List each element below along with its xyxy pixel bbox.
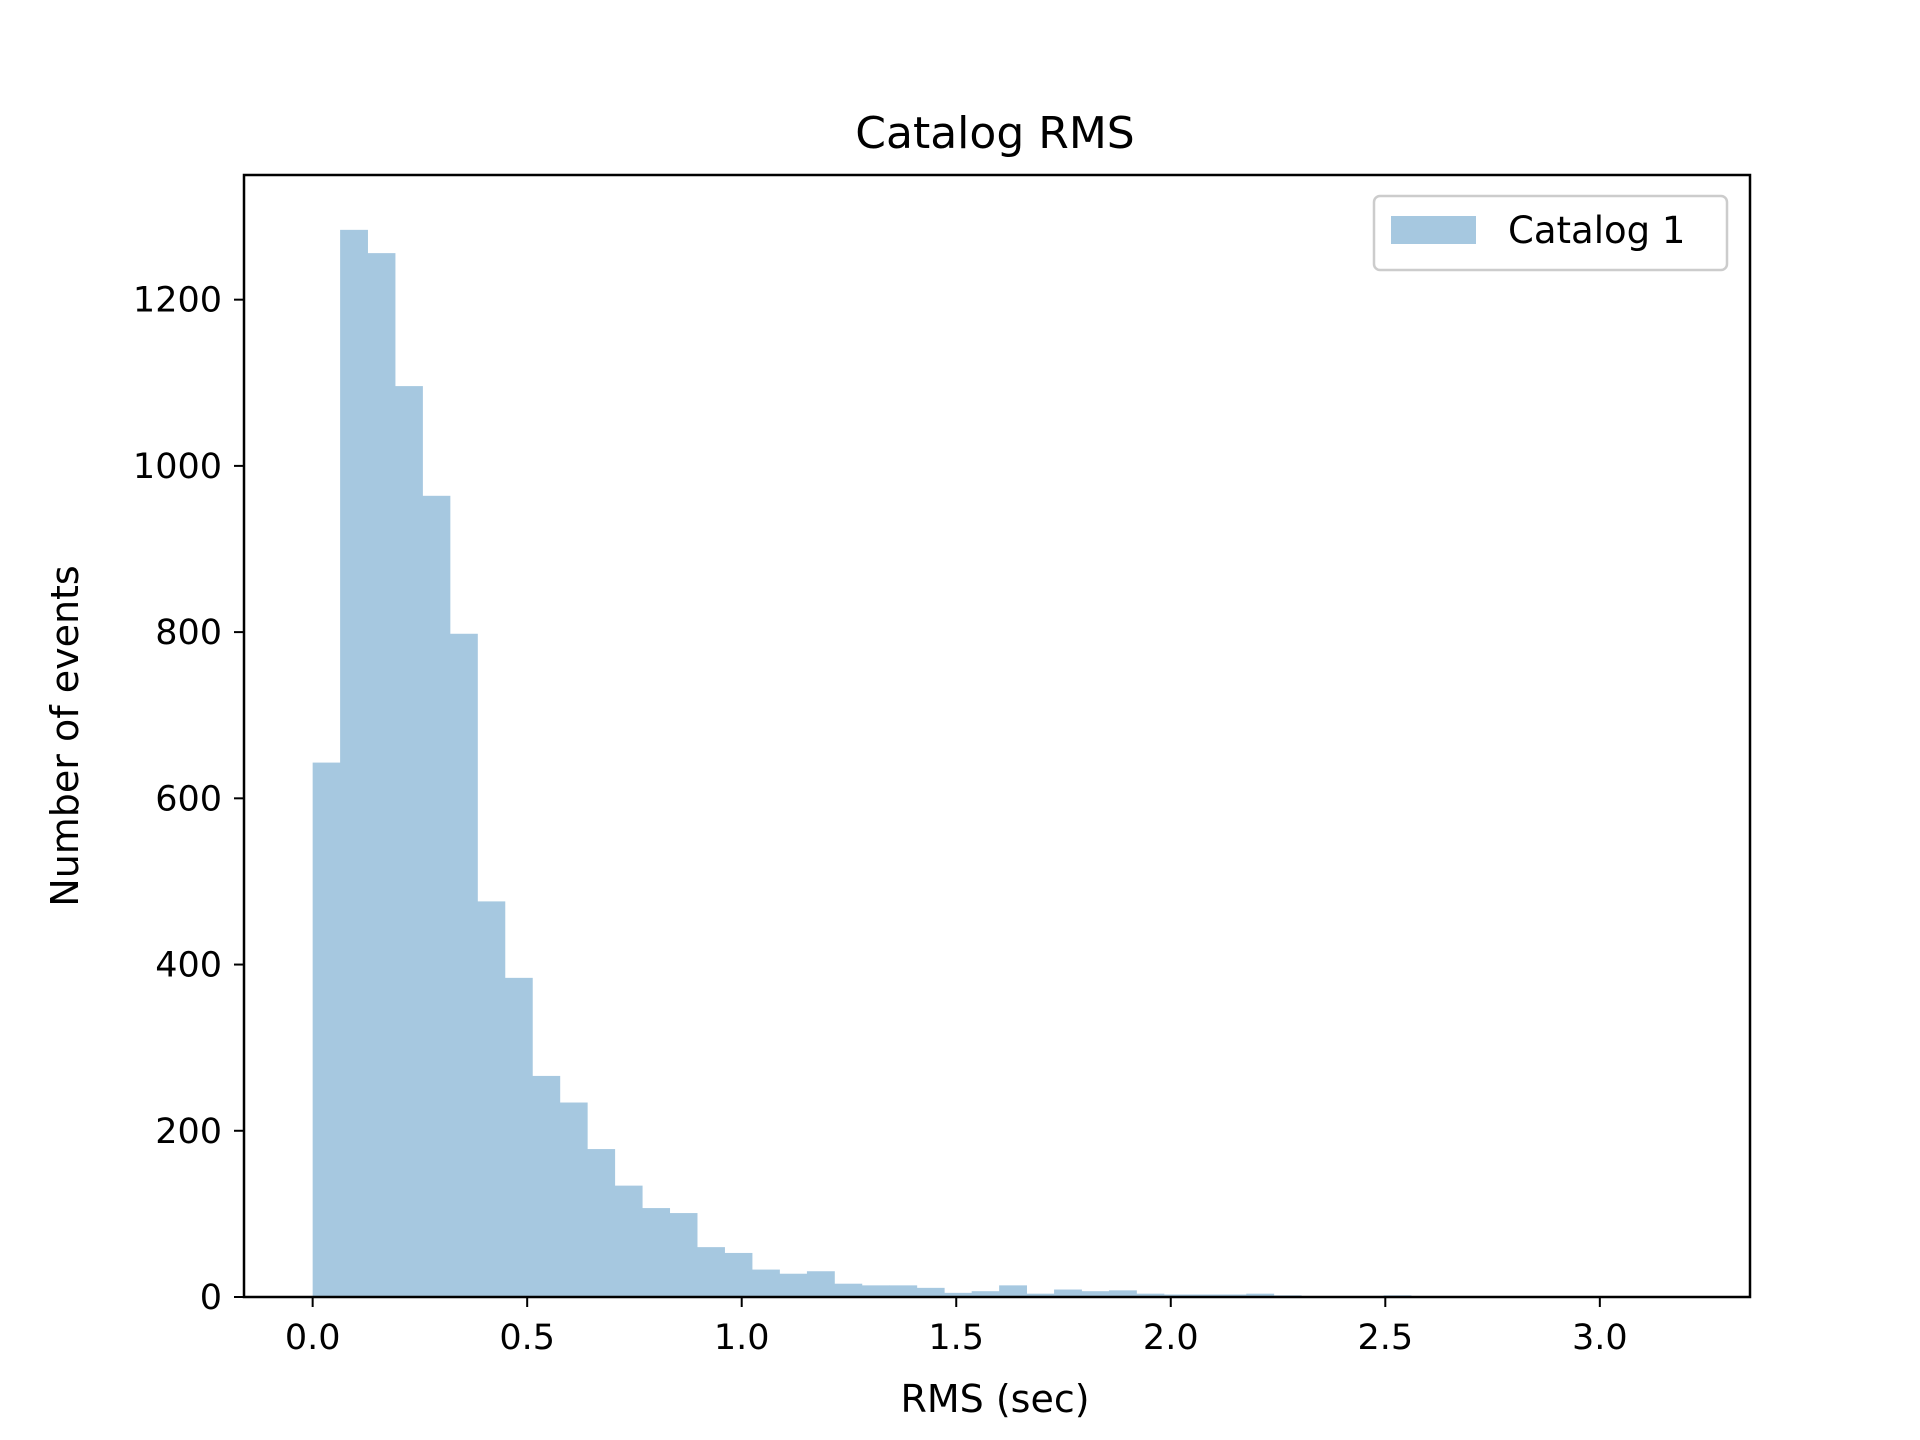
histogram-bar [642, 1208, 671, 1297]
histogram-bar [752, 1269, 780, 1297]
y-axis-ticks: 0 200 400 600 800 1000 1200 [133, 281, 244, 1318]
histogram-bars [312, 229, 1467, 1298]
histogram-bar [1054, 1289, 1082, 1297]
legend: Catalog 1 [1372, 194, 1729, 272]
histogram-bar [614, 1185, 643, 1297]
histogram-bar [944, 1292, 973, 1297]
histogram-bar [312, 762, 341, 1297]
histogram-bar [1246, 1293, 1275, 1297]
histogram-bar [861, 1285, 890, 1297]
plot-frame [242, 173, 1752, 1299]
histogram-bar [669, 1213, 698, 1297]
y-tick-label: 0 [200, 1278, 222, 1318]
histogram-bar [1081, 1291, 1110, 1297]
histogram-bar [367, 253, 396, 1297]
histogram-bar [806, 1271, 835, 1297]
x-tick-label: 2.0 [1143, 1318, 1199, 1358]
y-tick-label: 600 [155, 779, 222, 819]
x-axis-ticks: 0.0 0.5 1.0 1.5 2.0 2.5 3.0 [285, 1297, 1628, 1358]
x-tick-label: 2.5 [1357, 1318, 1413, 1358]
histogram-bar [532, 1075, 561, 1297]
x-tick-label: 3.0 [1572, 1318, 1628, 1358]
x-tick-label: 1.5 [928, 1318, 984, 1358]
x-tick-label: 0.5 [499, 1318, 555, 1358]
histogram-bar [779, 1273, 808, 1297]
histogram-bar [395, 386, 423, 1297]
histogram-bar [724, 1252, 753, 1297]
y-tick-label: 400 [155, 946, 222, 986]
histogram-bar [340, 229, 368, 1298]
histogram-bar [449, 633, 478, 1297]
chart-title: Catalog RMS [855, 108, 1134, 159]
legend-box [1372, 194, 1729, 272]
histogram-bar [971, 1291, 1000, 1297]
y-tick-label: 800 [155, 613, 222, 653]
y-tick-label: 1200 [133, 281, 222, 321]
histogram-bar [1026, 1293, 1055, 1297]
y-tick-label: 200 [155, 1112, 222, 1152]
histogram-bar [504, 977, 533, 1297]
histogram-bar [889, 1285, 918, 1297]
x-axis-label: RMS (sec) [900, 1377, 1089, 1421]
histogram-bar [477, 901, 506, 1297]
histogram-bar [916, 1287, 945, 1297]
histogram-bar [1136, 1293, 1165, 1297]
histogram-bar [587, 1149, 616, 1297]
x-tick-label: 1.0 [714, 1318, 770, 1358]
histogram-bar [834, 1283, 863, 1297]
x-tick-label: 0.0 [285, 1318, 341, 1358]
legend-label: Catalog 1 [1508, 209, 1685, 252]
legend-swatch [1391, 216, 1476, 244]
histogram-bar [559, 1102, 588, 1297]
y-axis-label: Number of events [43, 565, 87, 906]
y-tick-label: 1000 [133, 447, 222, 487]
histogram-bar [999, 1285, 1028, 1297]
histogram-bar [422, 495, 451, 1297]
histogram-bar [697, 1247, 725, 1297]
histogram-bar [1108, 1290, 1137, 1297]
